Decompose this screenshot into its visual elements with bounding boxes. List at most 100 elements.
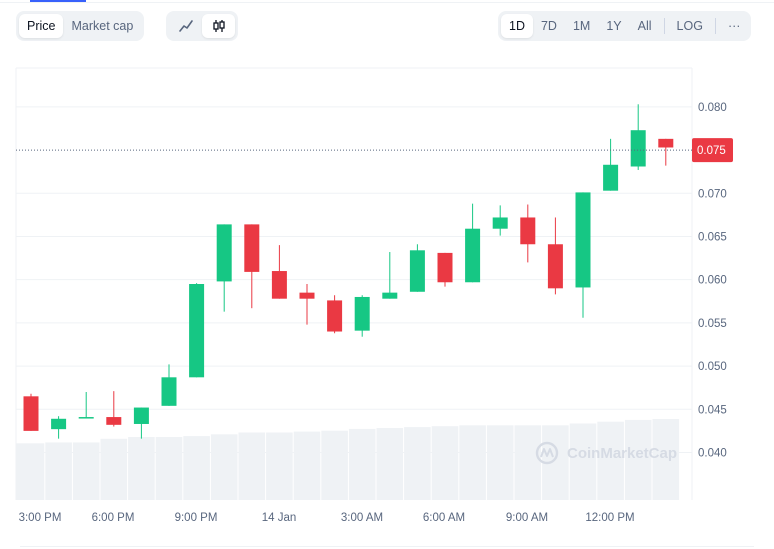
candle-up[interactable]	[409, 244, 425, 292]
x-axis: 3:00 PM 6:00 PM 9:00 PM 14 Jan 3:00 AM 6:00 A…	[19, 512, 635, 524]
range-7d-button[interactable]: 7D	[540, 19, 557, 33]
current-price-label: 0.075	[697, 145, 726, 157]
volume-bar	[652, 419, 680, 500]
volume-bar	[128, 437, 155, 500]
candle-up[interactable]	[161, 364, 177, 406]
volume-bar	[431, 426, 459, 500]
candle-up[interactable]	[78, 392, 94, 419]
candle-up[interactable]	[492, 205, 508, 236]
volume-bar	[514, 425, 542, 500]
log-scale-button[interactable]: LOG	[676, 19, 703, 33]
candle-down[interactable]	[520, 204, 536, 263]
volume-bar	[72, 442, 100, 500]
range-all-button[interactable]: All	[637, 19, 652, 33]
candle-body	[133, 407, 149, 424]
volume-bar	[210, 434, 238, 500]
candle-down[interactable]	[299, 284, 315, 325]
tab-price[interactable]: Price	[19, 14, 64, 38]
candle-up[interactable]	[465, 203, 481, 283]
volume-bar	[486, 425, 514, 500]
candle-up[interactable]	[382, 252, 398, 299]
candle-body	[327, 300, 343, 332]
y-tick-label: 0.040	[698, 447, 727, 459]
x-tick-label: 9:00 PM	[175, 512, 218, 524]
volume-bar	[624, 419, 652, 500]
metric-toggle: Price Market cap	[16, 11, 145, 41]
x-tick-label: 6:00 PM	[92, 512, 135, 524]
toolbar-divider	[663, 18, 665, 34]
volume-bar	[321, 430, 348, 500]
candle-up[interactable]	[51, 416, 67, 439]
candle-body	[409, 250, 425, 292]
candle-up[interactable]	[575, 192, 591, 318]
volume-bar	[266, 432, 293, 500]
candle-body	[23, 396, 39, 431]
volume-bar	[238, 432, 266, 500]
candle-body	[244, 224, 260, 272]
candle-down[interactable]	[271, 245, 287, 299]
candle-down[interactable]	[23, 393, 39, 431]
x-tick-label: 9:00 AM	[506, 512, 548, 524]
volume-bar	[459, 425, 486, 500]
y-axis: 0.080 0.070 0.065 0.060 0.055 0.050 0.045 0.040	[698, 102, 727, 460]
volume-bar	[183, 436, 210, 500]
candle-down[interactable]	[658, 138, 674, 166]
candle-up[interactable]	[189, 283, 205, 378]
volume-bar	[45, 442, 72, 500]
candle-up[interactable]	[133, 407, 149, 439]
coinmarketcap-watermark: CoinMarketCap	[535, 441, 677, 465]
candle-up[interactable]	[216, 224, 232, 312]
candle-body	[630, 130, 646, 167]
chart-type-toggle	[166, 11, 238, 41]
y-tick-label: 0.055	[698, 318, 727, 330]
time-range-toggle: 1D 7D 1M 1Y All LOG ···	[498, 11, 752, 41]
y-tick-label: 0.065	[698, 231, 727, 243]
range-1y-button[interactable]: 1Y	[606, 19, 622, 33]
candle-body	[299, 292, 315, 299]
candle-up[interactable]	[354, 295, 370, 337]
candle-down[interactable]	[244, 224, 260, 309]
candle-body	[547, 244, 563, 289]
candle-body	[189, 284, 205, 378]
candle-body	[575, 192, 591, 288]
candle-body	[658, 138, 674, 148]
volume-bar	[293, 431, 321, 500]
candle-down[interactable]	[106, 391, 122, 427]
candle-body	[51, 418, 67, 430]
candle-up[interactable]	[603, 138, 619, 191]
header-divider	[0, 2, 774, 3]
candle-down[interactable]	[327, 295, 343, 334]
candle-body	[465, 228, 481, 283]
volume-bar	[16, 443, 45, 500]
candlestick-icon	[212, 20, 225, 32]
chart-bottom-divider	[20, 546, 754, 547]
x-tick-label: 14 Jan	[262, 512, 297, 524]
y-tick-label: 0.080	[698, 102, 727, 114]
watermark-text: CoinMarketCap	[567, 445, 677, 462]
volume-bar	[348, 428, 376, 500]
volume-bar	[404, 427, 431, 500]
candles	[23, 104, 674, 439]
candle-up[interactable]	[630, 104, 646, 170]
range-1d-button[interactable]: 1D	[501, 14, 533, 38]
volume-bar	[597, 421, 624, 500]
x-tick-label: 3:00 PM	[19, 512, 62, 524]
candlestick-button[interactable]	[202, 14, 235, 38]
candle-body	[271, 271, 287, 299]
candle-body	[603, 164, 619, 191]
tab-market-cap[interactable]: Market cap	[71, 19, 134, 33]
candle-body	[78, 417, 94, 419]
candle-body	[382, 292, 398, 299]
volume-bar	[569, 423, 597, 500]
y-tick-label: 0.045	[698, 404, 727, 416]
candle-down[interactable]	[547, 217, 563, 295]
candle-body	[106, 417, 122, 425]
candle-down[interactable]	[437, 252, 453, 287]
current-price-badge	[692, 138, 733, 163]
range-1m-button[interactable]: 1M	[572, 19, 591, 33]
line-chart-button[interactable]	[169, 14, 202, 38]
volume-bars	[16, 419, 680, 500]
more-options-button[interactable]: ···	[727, 19, 741, 33]
x-tick-label: 12:00 PM	[585, 512, 634, 524]
